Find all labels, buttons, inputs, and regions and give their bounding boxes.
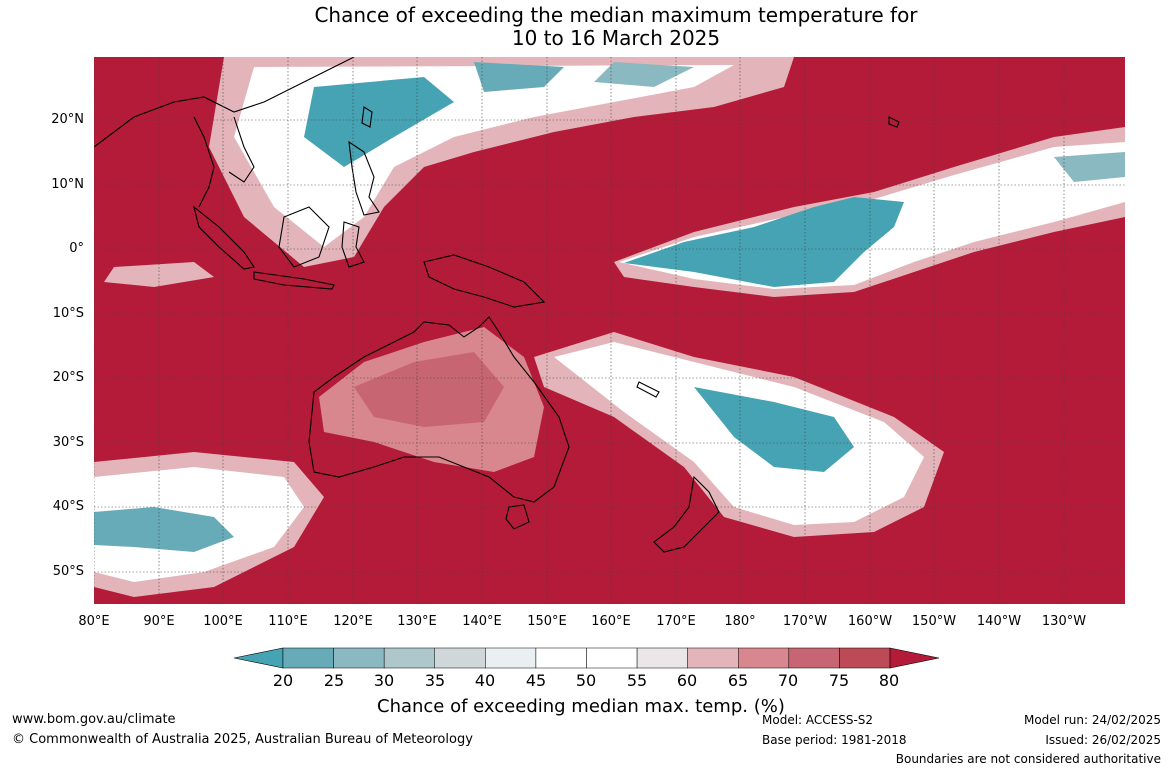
lon-label-110e: 110°E: [268, 614, 308, 629]
colorbar-segment: [586, 647, 638, 669]
lon-label-130e: 130°E: [397, 614, 437, 629]
colorbar-title: Chance of exceeding median max. temp. (%…: [377, 696, 785, 717]
colorbar-segments: [282, 647, 891, 669]
colorbar-tick-60: 60: [676, 671, 698, 690]
lat-label-50s: 50°S: [52, 564, 84, 579]
southwest-pacific-anomaly: [534, 332, 944, 537]
lon-label-170e: 170°E: [656, 614, 696, 629]
colorbar-extend-low: [234, 647, 284, 669]
colorbar-tick-50: 50: [575, 671, 597, 690]
new-zealand-coastline: [653, 475, 720, 553]
equatorial-pacific-anomaly: [614, 127, 1125, 297]
base-period-text: Base period: 1981-2018: [762, 733, 907, 747]
colorbar-tick-65: 65: [727, 671, 749, 690]
south-indian-ocean-anomaly: [94, 452, 324, 597]
issued-text: Issued: 26/02/2025: [1045, 733, 1161, 747]
model-text: Model: ACCESS-S2: [762, 713, 874, 727]
colorbar-segment: [839, 647, 891, 669]
colorbar-segment: [485, 647, 537, 669]
philippines-coastline: [348, 140, 380, 216]
lon-label-100e: 100°E: [203, 614, 243, 629]
map-title: Chance of exceeding the median maximum t…: [0, 4, 1173, 50]
lon-label-160w: 160°W: [847, 614, 893, 629]
new-caledonia-coastline: [636, 381, 660, 398]
colorbar-segment: [333, 647, 385, 669]
lon-label-140w: 140°W: [976, 614, 1022, 629]
lat-label-20s: 20°S: [52, 370, 84, 385]
lat-label-10n: 10°N: [51, 177, 84, 192]
sumatra-coastline: [193, 205, 255, 270]
lon-label-170w: 170°W: [782, 614, 828, 629]
lon-label-150e: 150°E: [527, 614, 567, 629]
colorbar-tick-80: 80: [878, 671, 900, 690]
colorbar-tick-70: 70: [777, 671, 799, 690]
coastlines: [94, 57, 900, 553]
hawaii-coastline: [888, 116, 900, 128]
sulawesi-coastline: [341, 221, 365, 268]
tasmania-coastline: [505, 504, 530, 530]
colorbar-tick-35: 35: [424, 671, 446, 690]
colorbar-tick-40: 40: [474, 671, 496, 690]
lon-label-140e: 140°E: [462, 614, 502, 629]
lat-label-40s: 40°S: [52, 499, 84, 514]
lat-label-30s: 30°S: [52, 435, 84, 450]
colorbar-segment: [282, 647, 334, 669]
colorbar-tick-30: 30: [373, 671, 395, 690]
website-text: www.bom.gov.au/climate: [12, 712, 176, 727]
colorbar-segment: [738, 647, 790, 669]
lat-label-10s: 10°S: [52, 306, 84, 321]
colorbar-tick-45: 45: [525, 671, 547, 690]
new-guinea-coastline: [423, 254, 546, 308]
colorbar-tick-20: 20: [272, 671, 294, 690]
colorbar-tick-75: 75: [828, 671, 850, 690]
lat-label-0: 0°: [69, 241, 84, 256]
java-coastline: [253, 271, 335, 290]
map-canvas: [94, 57, 1125, 604]
lon-label-130w: 130°W: [1041, 614, 1087, 629]
colorbar-segment: [434, 647, 486, 669]
colorbar-tick-25: 25: [323, 671, 345, 690]
copyright-text: © Commonwealth of Australia 2025, Austra…: [12, 732, 473, 747]
graticule: [94, 57, 1125, 604]
taiwan-coastline: [361, 106, 373, 128]
model-run-text: Model run: 24/02/2025: [1023, 713, 1161, 727]
colorbar-segment: [636, 647, 688, 669]
disclaimer-text: Boundaries are not considered authoritat…: [895, 752, 1161, 766]
colorbar: [234, 647, 940, 669]
australia-coastline: [308, 316, 570, 503]
australia-region-shading: [104, 262, 544, 472]
colorbar-segment: [788, 647, 840, 669]
colorbar-tick-55: 55: [626, 671, 648, 690]
lon-label-180: 180°: [724, 614, 756, 629]
colorbar-segment: [383, 647, 436, 669]
probability-map: [94, 57, 1125, 604]
lat-label-20n: 20°N: [51, 112, 84, 127]
lon-label-80e: 80°E: [78, 614, 110, 629]
colorbar-segment: [687, 647, 739, 669]
lon-label-150w: 150°W: [911, 614, 957, 629]
lon-label-120e: 120°E: [333, 614, 373, 629]
mainland-asia-coastline: [94, 57, 355, 208]
colorbar-segment: [535, 647, 587, 669]
title-line-2: 10 to 16 March 2025: [511, 26, 721, 50]
title-line-1: Chance of exceeding the median maximum t…: [314, 3, 918, 27]
colorbar-extend-high: [889, 647, 940, 669]
lon-label-90e: 90°E: [143, 614, 175, 629]
borneo-coastline: [278, 206, 330, 268]
lon-label-160e: 160°E: [591, 614, 631, 629]
